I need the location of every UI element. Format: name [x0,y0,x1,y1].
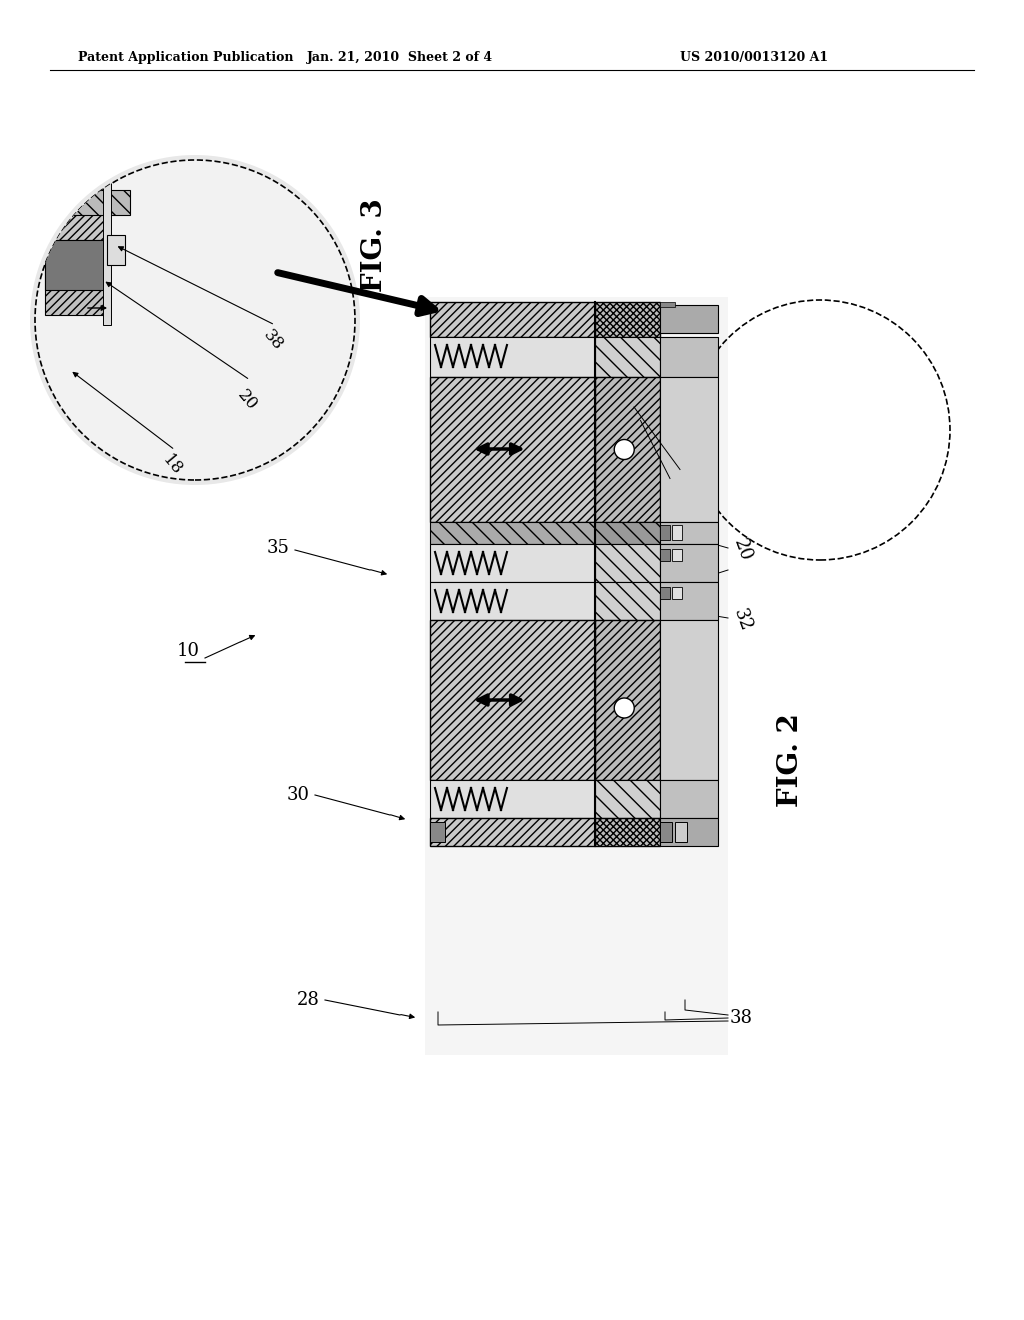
Bar [672,525,682,540]
Bar [595,582,660,620]
Bar [660,544,718,582]
Bar [106,235,125,265]
Bar [660,818,718,846]
Bar [430,521,595,544]
Bar [430,818,595,846]
Circle shape [614,698,634,718]
Text: 38: 38 [730,1008,753,1027]
Bar [660,780,718,818]
Bar [430,822,445,842]
Bar [660,525,670,540]
Bar [595,818,660,846]
Bar [45,205,105,240]
Bar [595,378,660,521]
Text: 38: 38 [260,326,287,354]
Text: 10: 10 [177,642,200,660]
Circle shape [35,160,355,480]
Bar [430,544,595,582]
Bar [672,587,682,599]
Bar [430,620,595,780]
Circle shape [614,440,634,459]
Bar [660,582,718,620]
Bar [660,620,718,780]
Bar [430,337,595,378]
Bar [660,822,672,842]
Bar [660,587,670,599]
Bar [595,337,660,378]
Bar [595,521,660,544]
Text: 20: 20 [730,536,755,564]
Bar [660,378,718,521]
Text: 18: 18 [159,451,185,479]
Bar [45,190,130,215]
Bar [430,302,595,337]
Bar [660,305,718,333]
Text: Patent Application Publication: Patent Application Publication [78,51,294,65]
Bar [595,544,660,582]
Bar [595,620,660,780]
Bar [430,582,595,620]
Bar [430,378,595,521]
Text: FIG. 2: FIG. 2 [776,713,804,807]
Bar [430,780,595,818]
Bar [595,780,660,818]
Bar [672,549,682,561]
Text: 30: 30 [287,785,310,804]
Text: US 2010/0013120 A1: US 2010/0013120 A1 [680,51,828,65]
Bar [425,297,728,1055]
Bar [660,337,718,378]
Bar [660,302,675,308]
Bar [45,240,105,290]
Bar [595,302,660,337]
Text: 32: 32 [730,606,755,634]
Text: Jan. 21, 2010  Sheet 2 of 4: Jan. 21, 2010 Sheet 2 of 4 [307,51,494,65]
Bar [660,521,718,544]
Text: 28: 28 [297,991,319,1008]
Text: FIG. 3: FIG. 3 [361,198,388,292]
Bar [660,549,670,561]
Circle shape [30,154,360,484]
Bar [675,822,687,842]
Text: 35: 35 [267,539,290,557]
Bar [45,154,105,315]
Bar [103,165,111,325]
Text: 20: 20 [233,387,260,413]
